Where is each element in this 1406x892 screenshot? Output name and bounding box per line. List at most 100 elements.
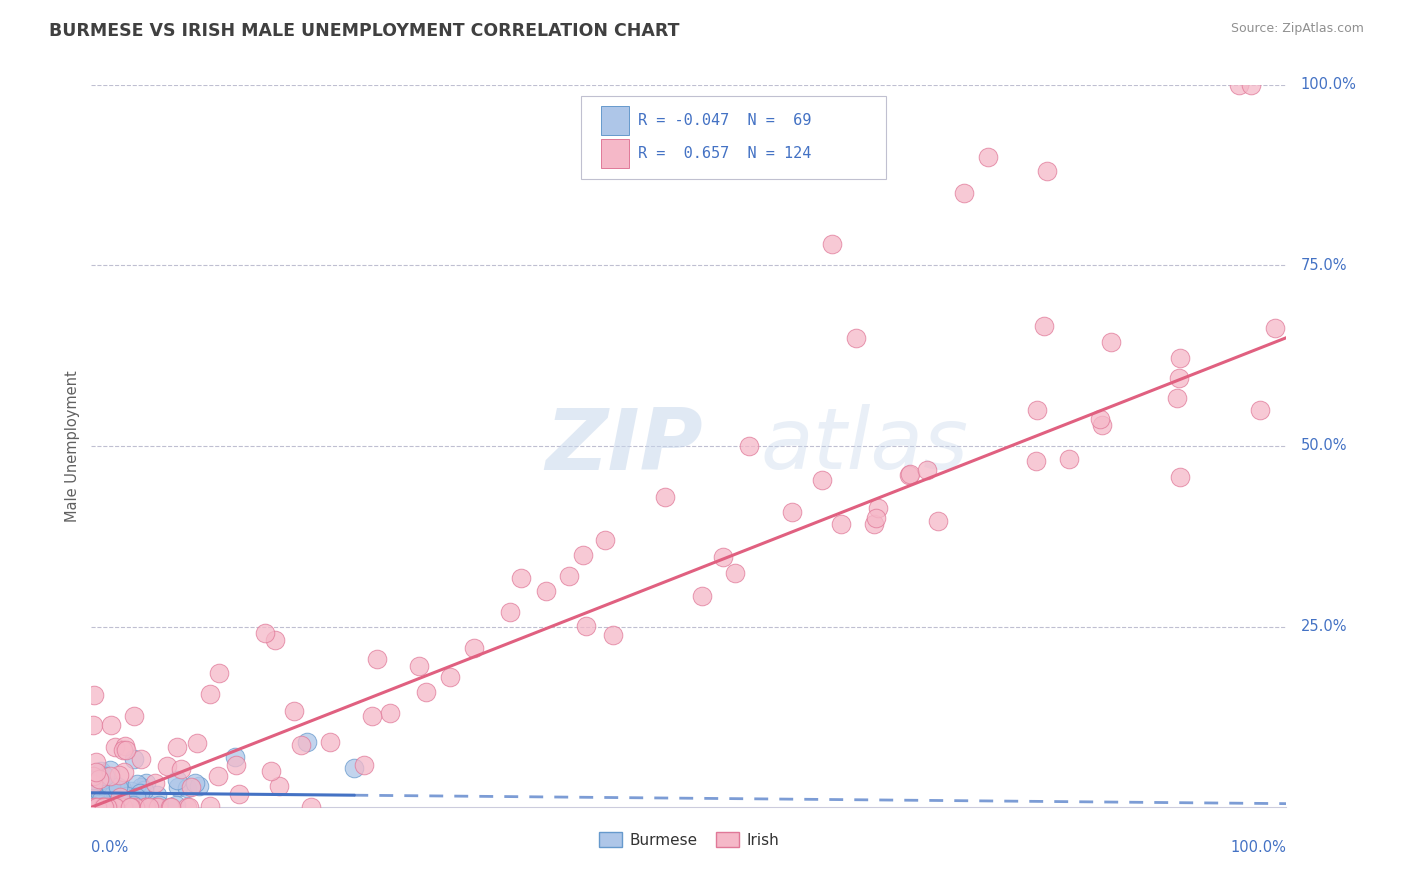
Point	[127, 796, 149, 810]
Point	[198, 798, 221, 813]
Point	[129, 780, 152, 794]
Point	[898, 467, 921, 482]
Point	[139, 797, 162, 812]
Text: 100.0%: 100.0%	[1301, 78, 1357, 92]
Point	[228, 787, 250, 801]
Point	[108, 782, 131, 797]
Point	[1099, 334, 1122, 349]
Point	[602, 628, 624, 642]
Point	[319, 735, 342, 749]
Point	[108, 799, 131, 814]
Point	[100, 769, 122, 783]
Point	[103, 788, 125, 802]
Point	[118, 799, 141, 814]
Point	[510, 571, 533, 585]
Text: ZIP: ZIP	[546, 404, 703, 488]
Point	[105, 791, 128, 805]
Point	[100, 718, 122, 732]
Point	[90, 764, 112, 778]
Point	[360, 709, 382, 723]
Point	[1227, 78, 1250, 92]
Point	[120, 799, 142, 814]
Point	[290, 738, 312, 752]
Point	[83, 792, 105, 806]
Point	[120, 799, 142, 814]
Point	[91, 799, 114, 814]
Point	[927, 514, 949, 528]
Point	[93, 769, 115, 783]
Point	[898, 467, 921, 482]
FancyBboxPatch shape	[600, 139, 630, 169]
Point	[103, 798, 125, 813]
Point	[90, 799, 112, 814]
Point	[1264, 321, 1286, 335]
Point	[780, 505, 803, 519]
Point	[100, 798, 122, 813]
Y-axis label: Male Unemployment: Male Unemployment	[65, 370, 80, 522]
Point	[97, 793, 120, 807]
Point	[112, 764, 135, 779]
Point	[299, 799, 322, 814]
Point	[93, 799, 115, 814]
Point	[94, 778, 117, 792]
Point	[131, 752, 153, 766]
Point	[295, 735, 318, 749]
Point	[160, 799, 183, 814]
FancyBboxPatch shape	[582, 95, 886, 178]
Point	[112, 786, 135, 800]
Point	[84, 756, 107, 770]
Point	[187, 779, 209, 793]
Point	[125, 790, 148, 805]
Point	[96, 799, 118, 814]
Point	[91, 799, 114, 814]
Point	[107, 792, 129, 806]
Point	[146, 799, 169, 814]
Point	[82, 777, 104, 791]
Legend: Burmese, Irish: Burmese, Irish	[593, 826, 785, 854]
Point	[101, 793, 124, 807]
Point	[1025, 402, 1047, 417]
Text: atlas: atlas	[761, 404, 969, 488]
Point	[724, 566, 747, 581]
Point	[82, 718, 104, 732]
Point	[103, 799, 125, 814]
Point	[224, 749, 246, 764]
Point	[821, 236, 844, 251]
Point	[135, 799, 157, 814]
Point	[134, 799, 156, 814]
Point	[107, 797, 129, 812]
Point	[83, 688, 105, 702]
Point	[93, 780, 115, 795]
Point	[82, 775, 104, 789]
Point	[83, 792, 105, 806]
Point	[366, 652, 388, 666]
Point	[1091, 417, 1114, 432]
Point	[1025, 454, 1047, 468]
Text: 50.0%: 50.0%	[1301, 439, 1347, 453]
Point	[575, 619, 598, 633]
Point	[138, 799, 160, 814]
Point	[811, 473, 834, 487]
Point	[711, 550, 734, 565]
Point	[976, 150, 998, 164]
Point	[101, 792, 124, 806]
Point	[90, 793, 112, 807]
Point	[408, 659, 430, 673]
Point	[112, 797, 135, 812]
Point	[593, 533, 616, 547]
Point	[572, 548, 595, 562]
Point	[845, 331, 868, 345]
Point	[1057, 452, 1080, 467]
Point	[690, 589, 713, 603]
Point	[124, 799, 146, 814]
Point	[100, 797, 122, 811]
Point	[184, 776, 207, 790]
Point	[868, 501, 890, 516]
Point	[198, 687, 221, 701]
Point	[166, 773, 188, 788]
Point	[165, 798, 187, 813]
Point	[111, 781, 134, 796]
Point	[82, 772, 104, 786]
Point	[166, 740, 188, 755]
Point	[180, 780, 202, 794]
